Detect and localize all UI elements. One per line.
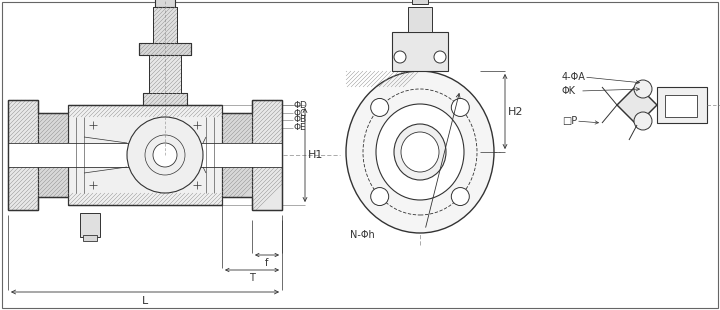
Bar	[149, 55, 181, 93]
Ellipse shape	[376, 104, 464, 200]
Circle shape	[434, 51, 446, 63]
Circle shape	[451, 99, 469, 117]
Bar	[8, 143, 282, 167]
Text: T: T	[249, 273, 255, 283]
Bar	[139, 43, 191, 55]
Bar	[155, 0, 175, 7]
Text: □P: □P	[562, 116, 577, 126]
Bar	[83, 235, 97, 241]
Circle shape	[371, 188, 389, 206]
Bar	[392, 32, 448, 71]
Ellipse shape	[346, 71, 494, 233]
Circle shape	[153, 143, 177, 167]
Bar	[665, 95, 697, 117]
Bar	[143, 93, 187, 105]
Bar	[412, 0, 428, 4]
Text: OPEN: OPEN	[670, 96, 691, 105]
Circle shape	[634, 80, 652, 98]
Circle shape	[634, 112, 652, 130]
Bar	[252, 100, 282, 210]
Text: ΦC: ΦC	[294, 108, 307, 117]
Text: L: L	[142, 296, 148, 306]
Ellipse shape	[401, 132, 439, 172]
Text: N-Φh: N-Φh	[350, 230, 374, 240]
Bar	[80, 213, 100, 237]
Bar	[38, 113, 68, 197]
Text: H1: H1	[308, 150, 323, 160]
Text: H2: H2	[508, 107, 523, 117]
Bar	[408, 7, 432, 32]
Polygon shape	[617, 85, 657, 125]
Bar	[68, 105, 222, 205]
Ellipse shape	[394, 124, 446, 180]
Text: ΦE: ΦE	[294, 123, 307, 132]
Circle shape	[451, 188, 469, 206]
Text: ΦK: ΦK	[562, 86, 576, 96]
Circle shape	[394, 51, 406, 63]
Bar	[657, 87, 707, 123]
Text: ΦB: ΦB	[294, 116, 307, 125]
Circle shape	[371, 99, 389, 117]
Bar	[153, 7, 177, 43]
Bar	[8, 100, 38, 210]
Text: f: f	[265, 258, 269, 268]
Text: ΦD: ΦD	[294, 100, 308, 109]
Text: SHUT: SHUT	[671, 105, 691, 114]
Text: 4-ΦA: 4-ΦA	[562, 72, 586, 82]
Circle shape	[127, 117, 203, 193]
Bar	[222, 113, 252, 197]
